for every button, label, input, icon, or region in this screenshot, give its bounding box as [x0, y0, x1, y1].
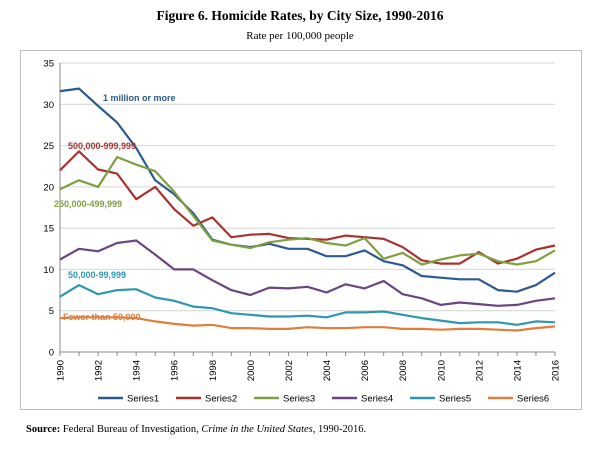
x-tick-label: 1998 [208, 360, 219, 381]
chart-frame [20, 50, 582, 410]
legend-label-series3: Series3 [283, 394, 315, 405]
grid-lines [60, 62, 555, 353]
x-tick-label: 2006 [360, 360, 371, 381]
x-tick-label: 2010 [436, 360, 447, 381]
series-line-series6 [59, 316, 556, 332]
legend-label-series6: Series6 [517, 394, 549, 405]
axes: 0 5 10 15 20 25 30 35 1990 1992 1994 1996 1998 2000 20… [43, 59, 561, 382]
y-tick-label: 10 [43, 265, 54, 276]
x-tick-label: 1992 [94, 360, 105, 381]
x-tick-label: 2002 [284, 360, 295, 381]
x-tick-label: 1996 [170, 360, 181, 381]
legend-label-series5: Series5 [439, 394, 471, 405]
annotation-series6: Fewer than 50,000 [63, 312, 141, 322]
series-line-series4 [59, 239, 556, 307]
legend-label-series2: Series2 [205, 394, 237, 405]
annotation-series2: 500,000-999,999 [68, 141, 136, 151]
series-line-series3 [59, 156, 556, 266]
x-tick-label: 1990 [56, 360, 67, 381]
x-tick-label: 2000 [246, 360, 257, 381]
x-tick-label: 2014 [512, 360, 523, 381]
series-annotations: 1 million or more 500,000-999,999 250,000-… [54, 93, 176, 322]
x-tick-label: 2012 [474, 360, 485, 381]
x-tick-label: 2016 [551, 360, 562, 381]
annotation-series1: 1 million or more [103, 93, 176, 103]
y-tick-label: 25 [43, 141, 54, 152]
x-tick-label: 2004 [322, 360, 333, 381]
y-tick-label: 35 [43, 59, 54, 70]
legend: Series1 Series2 Series3 Series4 Series5 Serie… [98, 394, 549, 405]
series-line-series1 [59, 87, 556, 293]
legend-label-series4: Series4 [361, 394, 393, 405]
source-italic: Crime in the United States [201, 424, 313, 435]
annotation-series5: 50,000-99,999 [68, 270, 126, 280]
legend-label-series1: Series1 [127, 394, 159, 405]
source-text-before: Federal Bureau of Investigation, [62, 424, 199, 435]
source-note: Source: Federal Bureau of Investigation,… [26, 424, 366, 435]
y-tick-label: 20 [43, 182, 54, 193]
x-tick-label: 1994 [132, 360, 143, 381]
series-line-series2 [59, 150, 556, 265]
source-label: Source: [26, 424, 61, 435]
chart-title: Figure 6. Homicide Rates, by City Size, … [156, 8, 444, 23]
chart-subtitle: Rate per 100,000 people [246, 30, 354, 42]
x-tick-label: 2008 [398, 360, 409, 381]
source-text-after: , 1990-2016. [312, 424, 367, 435]
y-tick-label: 5 [49, 306, 54, 317]
series-line-series5 [59, 284, 556, 326]
annotation-series3: 250,000-499,999 [54, 199, 122, 209]
y-tick-label: 30 [43, 100, 54, 111]
y-tick-label: 15 [43, 224, 54, 235]
y-tick-label: 0 [49, 348, 54, 359]
series-lines [59, 87, 556, 332]
